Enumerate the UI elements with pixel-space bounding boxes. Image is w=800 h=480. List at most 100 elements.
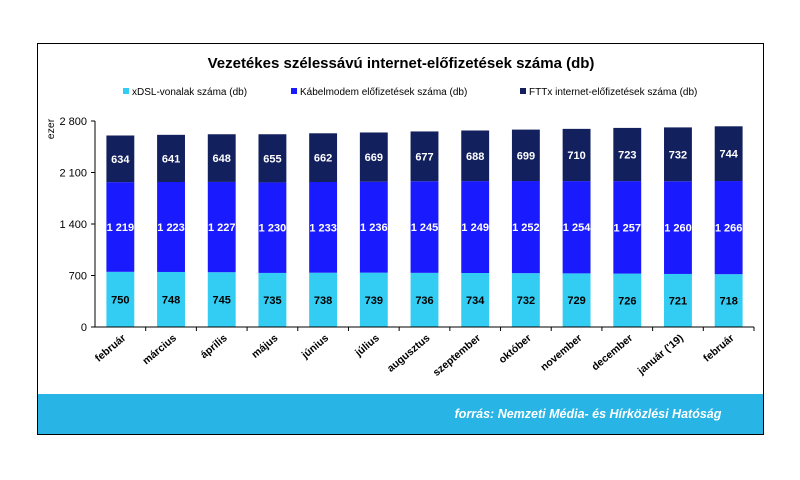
bar-segment: [714, 126, 743, 182]
bar-segment: [461, 181, 490, 273]
bar-segment: [461, 272, 490, 327]
chart-canvas: Vezetékes szélessávú internet-előfizetés…: [38, 55, 763, 434]
data-label: 1 252: [512, 222, 540, 234]
bar-segment: [106, 135, 135, 183]
legend-swatch: [291, 88, 297, 94]
bar-segment: [613, 127, 642, 182]
bar-segment: [207, 134, 236, 182]
bar-segment: [207, 181, 236, 273]
y-tick-label: 700: [69, 271, 87, 283]
y-tick-label: 2 100: [59, 168, 87, 180]
x-tick-label: február: [93, 332, 128, 364]
data-label: 634: [111, 154, 130, 166]
data-label: 648: [213, 153, 231, 165]
x-tick-label: január ('19): [635, 332, 686, 378]
data-label: 721: [669, 295, 687, 307]
data-label: 1 227: [208, 222, 236, 234]
x-tick-label: november: [538, 332, 584, 373]
data-label: 1 219: [107, 222, 135, 234]
data-label: 1 257: [614, 222, 642, 234]
bar-segment: [359, 272, 388, 327]
data-label: 732: [517, 295, 535, 307]
legend-label: xDSL-vonalak száma (db): [132, 87, 247, 98]
data-label: 735: [263, 295, 281, 307]
data-label: 1 223: [157, 222, 185, 234]
data-label: 750: [111, 294, 129, 306]
bar-segment: [511, 129, 540, 182]
bar-segment: [613, 273, 642, 327]
bar-segment: [562, 273, 591, 327]
data-label: 736: [415, 295, 433, 307]
data-label: 1 260: [664, 223, 692, 235]
bar-segment: [511, 273, 540, 327]
x-tick-label: április: [198, 332, 230, 361]
data-label: 739: [365, 295, 383, 307]
y-axis: 0 700 1 400 2 100 2 800: [59, 116, 96, 334]
bar-segment: [562, 128, 591, 182]
x-tick-label: október: [497, 332, 534, 366]
bar-segment: [258, 182, 287, 273]
x-tick-label: szeptember: [431, 332, 483, 379]
y-axis-label: ezer: [45, 118, 57, 139]
x-axis: február március április május június július au…: [93, 326, 755, 379]
bar-segment: [359, 181, 388, 273]
data-label: 734: [466, 295, 485, 307]
legend-label: Kábelmodem előfizetések száma (db): [300, 87, 467, 98]
legend-label: FTTx internet-előfizetések száma (db): [529, 87, 697, 98]
data-label: 745: [213, 295, 231, 307]
footer-band: [38, 394, 763, 434]
chart-legend: xDSL-vonalak száma (db) Kábelmodem előfiz…: [123, 87, 697, 98]
bar-segment: [258, 134, 287, 183]
source-text: forrás: Nemzeti Média- és Hírközlési Hat…: [455, 407, 722, 421]
x-tick-label: február: [701, 332, 736, 364]
bar-segment: [258, 272, 287, 327]
x-tick-label: december: [589, 332, 635, 373]
data-label: 1 245: [411, 222, 439, 234]
data-label: 699: [517, 150, 535, 162]
data-label: 738: [314, 295, 332, 307]
data-label: 744: [719, 149, 738, 161]
chart-frame: Vezetékes szélessávú internet-előfizetés…: [37, 43, 764, 435]
bar-segment: [410, 181, 439, 273]
x-tick-label: augusztus: [385, 332, 433, 375]
data-label: 1 230: [259, 223, 287, 235]
bar-segment: [106, 182, 135, 272]
bar-segment: [562, 181, 591, 274]
data-label: 1 254: [563, 222, 591, 234]
data-label: 723: [618, 150, 636, 162]
y-tick-label: 2 800: [59, 116, 87, 128]
bar-segment: [410, 272, 439, 327]
data-label: 1 233: [309, 222, 337, 234]
bar-segment: [359, 132, 388, 182]
bar-segment: [410, 131, 439, 182]
data-label: 729: [567, 295, 585, 307]
data-label: 1 236: [360, 222, 388, 234]
bar-segment: [309, 181, 338, 273]
data-label: 688: [466, 151, 484, 163]
data-label: 732: [669, 149, 687, 161]
legend-swatch: [123, 88, 129, 94]
data-label: 677: [415, 151, 433, 163]
bars-group: 750 1 219 634 748 1 223 641 745 1 227 648 735 1 23…: [106, 126, 743, 327]
bar-segment: [157, 271, 185, 327]
x-tick-label: június: [299, 332, 331, 362]
x-tick-label: május: [249, 332, 280, 361]
bar-segment: [714, 274, 743, 327]
y-tick-label: 1 400: [59, 219, 87, 231]
data-label: 726: [618, 295, 636, 307]
data-label: 1 249: [461, 222, 489, 234]
bar-segment: [157, 181, 185, 272]
y-tick-label: 0: [81, 322, 87, 334]
chart-title: Vezetékes szélessávú internet-előfizetés…: [208, 55, 595, 72]
data-label: 1 266: [715, 223, 743, 235]
bar-segment: [309, 133, 338, 182]
bar-segment: [309, 272, 338, 327]
bar-segment: [207, 272, 236, 327]
bar-segment: [714, 181, 743, 275]
bar-segment: [664, 181, 692, 274]
bar-segment: [157, 134, 185, 182]
data-label: 669: [365, 152, 383, 164]
bar-segment: [613, 181, 642, 274]
data-label: 718: [719, 296, 737, 308]
bar-segment: [461, 130, 490, 182]
